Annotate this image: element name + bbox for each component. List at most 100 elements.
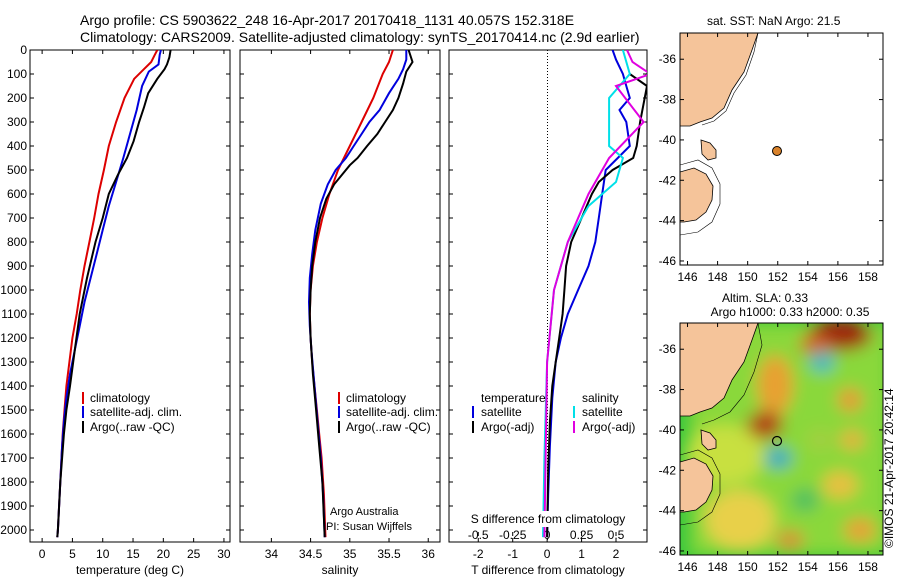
- sla-field-region: [844, 518, 876, 542]
- lon-tick-label: 152: [768, 270, 788, 284]
- lon-tick-label: 156: [828, 560, 848, 574]
- legend-label-climatology: climatology: [90, 391, 150, 405]
- lon-tick-label: 158: [858, 270, 878, 284]
- sla-field-region: [806, 428, 834, 452]
- x-tick-label: 36: [422, 547, 436, 561]
- sla-map-subtitle: Argo h1000: 0.33 h2000: 0.35: [711, 305, 870, 319]
- legend-label-t-argo: Argo(-adj): [481, 420, 534, 434]
- s-diff-label-background: [466, 511, 631, 527]
- legend-label-argo: Argo(..raw -QC): [90, 420, 175, 434]
- depth-tick-label: 1300: [0, 355, 27, 369]
- legend-label-satellite: satellite-adj. clim.: [90, 405, 182, 419]
- salinity-x-label: salinity: [322, 563, 359, 577]
- temperature-legend: climatology satellite-adj. clim. Argo(..…: [82, 391, 182, 434]
- tasmania-shelf-contour: [680, 449, 721, 526]
- tasmania: [680, 167, 714, 223]
- lat-tick-label: -40: [659, 423, 677, 437]
- x-tick-label: 25: [187, 547, 201, 561]
- depth-tick-label: 1900: [0, 499, 27, 513]
- sla-field-region: [791, 488, 819, 512]
- lat-tick-label: -44: [659, 504, 677, 518]
- difference-legend: temperature satellite Argo(-adj) salinit…: [472, 391, 635, 434]
- depth-tick-label: 1400: [0, 379, 27, 393]
- difference-panel: -2 -1 0 1 2 -0.5 -0.25 0 0.25 0.5 S difference f…: [448, 49, 648, 577]
- lat-tick-label: -42: [659, 463, 677, 477]
- tasmania: [680, 457, 714, 513]
- depth-tick-label: 300: [7, 115, 27, 129]
- depth-tick-label: 1100: [1, 307, 27, 321]
- sla-field-region: [764, 448, 792, 468]
- depth-tick-label: 0: [20, 43, 27, 57]
- depth-axis: 0 100 200 300 400 500 600 700 800 900 1000 1100 1200…: [0, 43, 230, 537]
- sla-field-region: [799, 335, 831, 355]
- legend-label-s-argo: Argo(-adj): [582, 420, 635, 434]
- legend-heading-temperature: temperature: [481, 391, 546, 405]
- shelf-contour: [701, 323, 763, 425]
- sst-map-frame: [679, 32, 884, 266]
- sla-map-title: Altim. SLA: 0.33: [722, 291, 808, 305]
- t-difference-x-axis: -2 -1 0 1 2: [473, 538, 620, 561]
- x2-tick-label: -0.25: [499, 528, 527, 542]
- lon-tick-label: 158: [858, 560, 878, 574]
- lon-tick-label: 154: [798, 270, 818, 284]
- lat-tick-label: -42: [659, 173, 677, 187]
- depth-tick-label: 1600: [0, 427, 27, 441]
- x2-tick-label: -0.5: [468, 528, 489, 542]
- depth-tick-label: 600: [7, 187, 27, 201]
- legend-label-s-satellite: satellite: [582, 405, 623, 419]
- depth-tick-label: 700: [7, 211, 27, 225]
- x-tick-label: -2: [473, 547, 484, 561]
- depth-tick-label: 900: [7, 259, 27, 273]
- legend-label-argo: Argo(..raw -QC): [346, 420, 431, 434]
- x-tick-label: 0: [544, 547, 551, 561]
- flinders-island: [700, 139, 717, 161]
- t-diff-argo-line: [546, 73, 647, 538]
- salinity-panel: 34 34.5 35 35.5 36 salinity climatology sate…: [239, 49, 441, 577]
- sst-map-title: sat. SST: NaN Argo: 21.5: [707, 14, 841, 28]
- temperature-panel: 0100200300400500600700800900100011001200…: [0, 43, 231, 577]
- sla-field-region: [747, 411, 783, 439]
- depth-tick-label: 2000: [0, 523, 27, 537]
- argo-position-marker: [771, 435, 783, 447]
- legend-label-t-satellite: satellite: [481, 405, 522, 419]
- x2-tick-label: 0.5: [608, 528, 625, 542]
- sst-map-lat-axis: -36 -38 -40 -42 -44 -46: [659, 52, 883, 268]
- argo-position-marker: [772, 146, 782, 156]
- sla-map-lon-axis: 146 148 150 152 154 156 158: [678, 323, 878, 574]
- depth-tick-label: 100: [7, 67, 27, 81]
- lon-tick-label: 148: [708, 560, 728, 574]
- temperature-argo-line: [56, 50, 172, 538]
- depth-tick-label: 200: [7, 91, 27, 105]
- sla-field-region: [757, 355, 793, 415]
- x2-tick-label: 0.25: [570, 528, 594, 542]
- legend-label-satellite: satellite-adj. clim.: [346, 405, 438, 419]
- sst-map-lon-axis: 146 148 150 152 154 156 158: [678, 33, 878, 284]
- salinity-depth-ticks: [240, 49, 440, 531]
- header-line-2: Climatology: CARS2009. Satellite-adjuste…: [80, 29, 640, 45]
- x-tick-label: 1: [578, 547, 585, 561]
- x-tick-label: 5: [69, 547, 76, 561]
- lon-tick-label: 148: [708, 270, 728, 284]
- x-tick-label: 10: [96, 547, 110, 561]
- x-tick-label: 20: [157, 547, 171, 561]
- s-difference-x-axis: -0.5 -0.25 0 0.25 0.5: [468, 528, 625, 542]
- depth-tick-label: 800: [7, 235, 27, 249]
- x-tick-label: 34.5: [299, 547, 323, 561]
- x-tick-label: 30: [217, 547, 231, 561]
- pi-label: PI: Susan Wijffels: [326, 521, 412, 533]
- sla-field-region: [705, 490, 775, 550]
- lat-tick-label: -44: [659, 214, 677, 228]
- sla-field-region: [840, 430, 864, 450]
- depth-tick-label: 1000: [0, 283, 27, 297]
- s-difference-label: S difference from climatology: [471, 512, 626, 526]
- sla-field-region: [810, 352, 834, 372]
- tasmania-shelf-contour: [680, 159, 721, 236]
- depth-tick-label: 1500: [0, 403, 27, 417]
- lat-tick-label: -40: [659, 133, 677, 147]
- sla-map: Altim. SLA: 0.33 Argo h1000: 0.33 h2000:…: [659, 291, 884, 574]
- sla-field-region: [776, 530, 804, 550]
- lon-tick-label: 154: [798, 560, 818, 574]
- legend-label-climatology: climatology: [346, 391, 406, 405]
- x-tick-label: 0: [39, 547, 46, 561]
